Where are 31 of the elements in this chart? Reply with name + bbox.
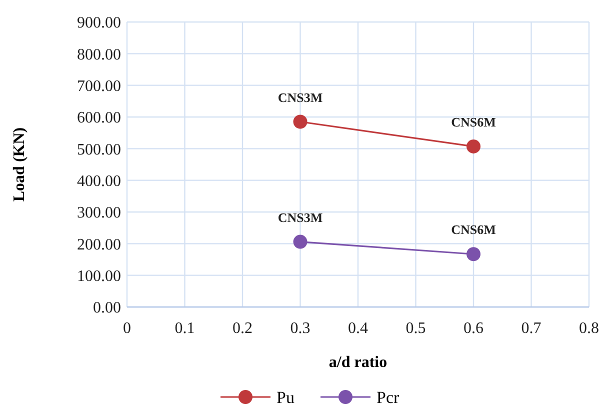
point (293, 114, 308, 129)
data-label: CNS3M (278, 210, 323, 225)
y-tick-label: 700.00 (77, 78, 121, 95)
y-tick-label: 100.00 (77, 268, 121, 285)
x-tick-label: 0.5 (406, 320, 426, 337)
x-tick-label: 0.4 (348, 320, 368, 337)
y-tick-label: 600.00 (77, 110, 121, 127)
y-tick-label: 900.00 (77, 14, 121, 32)
legend-label: Pu (276, 388, 295, 407)
x-tick-label: 0.6 (464, 320, 484, 337)
x-tick-label: 0 (123, 320, 131, 337)
y-tick-label: 400.00 (77, 172, 121, 190)
legend-label: Pcr (376, 388, 400, 407)
x-tick-label: 0.3 (290, 320, 310, 337)
point (293, 234, 308, 249)
data-label: CNS3M (278, 90, 323, 105)
y-tick-label: 200.00 (77, 236, 121, 254)
point (466, 139, 480, 154)
x-tick-label: 0.8 (579, 320, 599, 337)
y-tick-label: 500.00 (77, 141, 121, 158)
x-axis-title: a/d ratio (328, 354, 388, 371)
x-tick-label: 0.1 (174, 320, 195, 337)
data-label: CNS6M (451, 114, 496, 130)
x-tick-label: 0.2 (232, 320, 252, 337)
x-tick-label: 0.7 (521, 320, 542, 337)
y-tick-label: 300.00 (77, 204, 121, 222)
point (466, 247, 480, 262)
y-tick-label: 0.00 (93, 300, 121, 317)
y-axis-title: Load (KN) (11, 127, 28, 202)
data-label: CNS6M (451, 222, 496, 238)
y-tick-label: 800.00 (77, 46, 121, 64)
